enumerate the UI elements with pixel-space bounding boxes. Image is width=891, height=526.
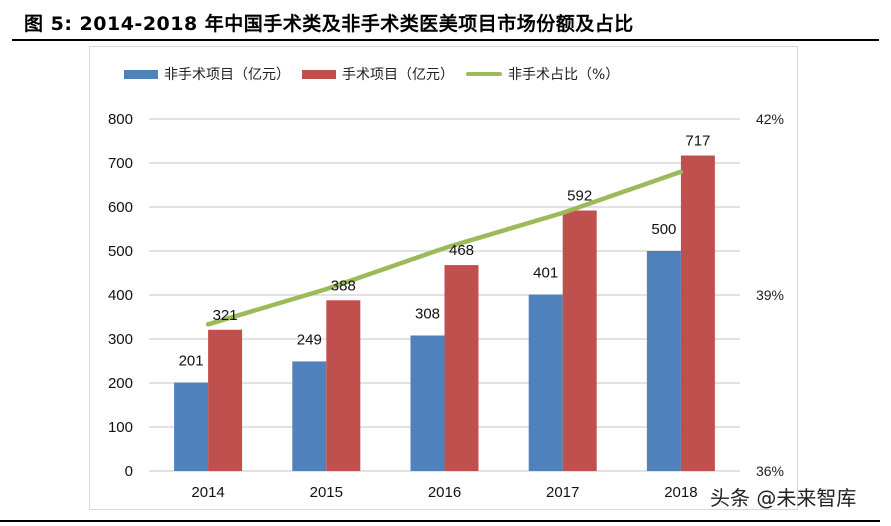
x-tick-label: 2016	[428, 484, 461, 501]
legend-label-surgical: 手术项目（亿元）	[342, 67, 454, 83]
data-label-surgical: 717	[685, 133, 710, 150]
data-label-non-surgical: 401	[533, 265, 558, 282]
title-divider	[12, 39, 879, 41]
y-tick-label: 100	[108, 419, 133, 436]
y-tick-label: 200	[108, 375, 133, 392]
y-tick-label: 300	[108, 331, 133, 348]
data-label-non-surgical: 500	[651, 221, 676, 238]
bar-surgical	[444, 265, 479, 471]
figure-title: 图 5: 2014-2018 年中国手术类及非手术类医美项目市场份额及占比	[24, 13, 634, 35]
data-label-surgical: 321	[213, 307, 238, 324]
bar-surgical	[680, 155, 715, 471]
data-label-non-surgical: 201	[179, 353, 204, 370]
data-label-surgical: 388	[331, 277, 356, 294]
chart-legend: 非手术项目（亿元） 手术项目（亿元） 非手术占比（%）	[124, 64, 631, 84]
bar-non-surgical	[292, 361, 327, 471]
bar-non-surgical	[410, 335, 445, 471]
legend-item-surgical: 手术项目（亿元）	[302, 64, 454, 84]
y-tick-label: 400	[108, 287, 133, 304]
bar-non-surgical	[174, 382, 209, 471]
data-label-surgical: 468	[449, 242, 474, 259]
y-tick-label: 0	[125, 463, 133, 480]
data-label-non-surgical: 249	[297, 331, 322, 348]
y-tick-label: 600	[108, 199, 133, 216]
x-tick-label: 2014	[191, 484, 224, 501]
chart-frame	[89, 46, 798, 510]
legend-item-non-surgical: 非手术项目（亿元）	[124, 64, 290, 84]
y2-tick-label: 36%	[756, 463, 784, 479]
data-label-surgical: 592	[567, 188, 592, 205]
legend-label-non-surgical: 非手术项目（亿元）	[164, 67, 290, 83]
x-tick-label: 2018	[664, 484, 697, 501]
legend-swatch-surgical	[302, 69, 336, 79]
bar-surgical	[326, 300, 361, 471]
bar-non-surgical	[646, 251, 681, 471]
x-tick-label: 2017	[546, 484, 579, 501]
y2-tick-label: 39%	[756, 287, 784, 303]
legend-item-share: 非手术占比（%）	[466, 64, 619, 84]
bottom-divider	[0, 520, 880, 522]
legend-swatch-share	[466, 72, 502, 76]
bar-surgical	[208, 329, 243, 471]
y-tick-label: 800	[108, 111, 133, 128]
data-label-non-surgical: 308	[415, 305, 440, 322]
legend-swatch-non-surgical	[124, 69, 158, 79]
y2-tick-label: 42%	[756, 111, 784, 127]
x-tick-label: 2015	[310, 484, 343, 501]
watermark: 头条 @未来智库	[710, 486, 857, 510]
legend-label-share: 非手术占比（%）	[508, 67, 620, 83]
bar-surgical	[562, 210, 597, 471]
y-tick-label: 500	[108, 243, 133, 260]
bar-non-surgical	[528, 294, 563, 471]
y-tick-label: 700	[108, 155, 133, 172]
